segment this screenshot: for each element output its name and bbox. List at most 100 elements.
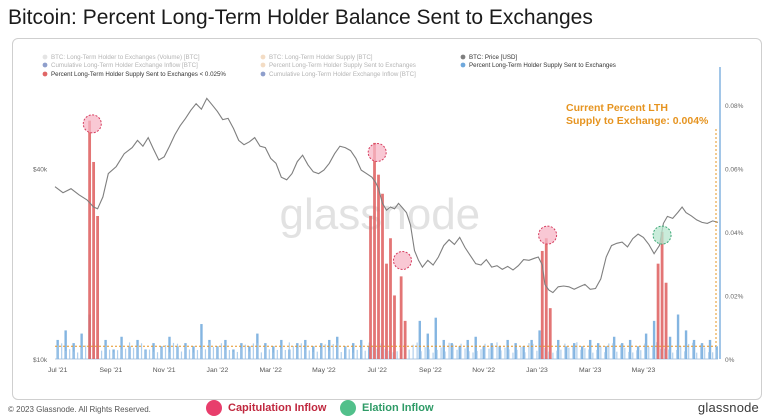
- inflow-bar: [476, 350, 478, 359]
- inflow-bar: [61, 343, 63, 359]
- inflow-bar: [456, 349, 458, 359]
- inflow-bar: [496, 342, 498, 359]
- capitulation-spike: [373, 142, 376, 359]
- inflow-bar: [632, 352, 634, 359]
- legend-marker: [42, 62, 48, 68]
- inflow-bar: [588, 339, 592, 359]
- inflow-bar: [292, 346, 294, 359]
- inflow-bar: [328, 339, 331, 359]
- inflow-bar: [712, 352, 714, 359]
- right-tick-label: 0.02%: [725, 293, 744, 300]
- inflow-bar: [480, 349, 482, 359]
- inflow-bar: [612, 336, 616, 359]
- inflow-bar: [565, 346, 568, 359]
- inflow-bar: [69, 349, 71, 359]
- inflow-bar: [416, 342, 418, 359]
- inflow-bar: [460, 343, 462, 359]
- inflow-bar: [668, 349, 670, 359]
- inflow-bar: [552, 352, 554, 359]
- capitulation-key: Capitulation Inflow: [206, 398, 326, 418]
- x-tick-label: Jan '23: [526, 367, 548, 374]
- inflow-bar: [508, 349, 510, 359]
- inflow-bar: [538, 330, 541, 359]
- x-tick-label: Nov '21: [153, 367, 176, 374]
- inflow-bar: [700, 343, 704, 359]
- inflow-bar: [328, 350, 330, 359]
- inflow-bar: [120, 349, 123, 359]
- capitulation-spike: [92, 161, 96, 359]
- inflow-bar: [482, 346, 485, 359]
- inflow-bar: [112, 352, 115, 359]
- inflow-bar: [688, 343, 690, 359]
- inflow-bar: [644, 333, 648, 359]
- inflow-bar: [514, 343, 517, 359]
- inflow-bar: [564, 343, 566, 359]
- inflow-bar: [612, 343, 614, 359]
- annotation-line2: Supply to Exchange: 0.004%: [566, 115, 709, 127]
- inflow-bar: [620, 344, 622, 359]
- inflow-bar: [324, 344, 326, 359]
- inflow-bar: [72, 343, 75, 359]
- inflow-bar: [200, 324, 203, 359]
- inflow-bar: [512, 352, 514, 359]
- inflow-bar: [240, 348, 242, 359]
- capitulation-spike: [664, 282, 668, 359]
- inflow-bar: [152, 351, 155, 359]
- inflow-bar: [65, 351, 67, 359]
- inflow-bar: [436, 349, 438, 359]
- elation-key-label: Elation Inflow: [362, 402, 434, 414]
- inflow-bar: [600, 346, 602, 359]
- inflow-bar: [584, 348, 586, 359]
- legend-label: BTC: Long-Term Holder Supply [BTC]: [269, 54, 373, 61]
- inflow-bar: [442, 339, 445, 359]
- inflow-bar: [708, 352, 710, 359]
- inflow-bar: [572, 346, 574, 359]
- inflow-bar: [260, 352, 262, 359]
- legend-marker: [42, 71, 48, 77]
- inflow-bar: [472, 352, 474, 359]
- capitulation-spike: [393, 295, 396, 359]
- inflow-bar: [348, 349, 350, 359]
- inflow-bar: [420, 351, 422, 359]
- capitulation-key-label: Capitulation Inflow: [228, 402, 327, 414]
- inflow-bar: [80, 333, 83, 359]
- inflow-bar: [352, 343, 355, 359]
- legend-marker: [42, 54, 48, 60]
- inflow-bar: [168, 336, 171, 359]
- elation-marker: [652, 225, 672, 245]
- inflow-bar: [108, 349, 111, 359]
- brand-logo: glassnode: [697, 400, 759, 415]
- inflow-bar: [568, 347, 570, 359]
- inflow-bar: [280, 348, 282, 359]
- inflow-bar: [304, 349, 306, 359]
- inflow-bar: [576, 342, 578, 359]
- annotation-line1: Current Percent LTH: [566, 102, 668, 114]
- inflow-bar: [506, 339, 509, 359]
- inflow-bar: [152, 343, 155, 359]
- inflow-bar: [256, 343, 258, 359]
- inflow-bar: [452, 344, 454, 359]
- inflow-bar: [148, 349, 151, 359]
- inflow-bar: [692, 342, 694, 359]
- x-tick-label: May '22: [312, 367, 336, 374]
- inflow-bar: [184, 345, 187, 359]
- inflow-bar: [692, 339, 696, 359]
- inflow-bar: [252, 343, 254, 359]
- left-tick-label: $40k: [33, 166, 48, 173]
- inflow-bar: [504, 347, 506, 359]
- inflow-bar: [596, 343, 600, 359]
- inflow-bar: [264, 346, 266, 359]
- inflow-bar: [648, 346, 650, 359]
- inflow-bar: [588, 349, 590, 359]
- inflow-bar: [296, 347, 298, 359]
- inflow-bar: [128, 342, 131, 359]
- inflow-bar: [288, 342, 290, 359]
- inflow-bar: [192, 352, 195, 359]
- inflow-bar: [484, 343, 486, 359]
- inflow-bar: [408, 349, 410, 359]
- legend-label: Percent Long-Term Holder Supply Sent to …: [51, 71, 226, 78]
- inflow-bar: [636, 346, 640, 359]
- inflow-bar: [536, 350, 538, 359]
- inflow-bar: [636, 350, 638, 359]
- capitulation-marker: [392, 250, 412, 270]
